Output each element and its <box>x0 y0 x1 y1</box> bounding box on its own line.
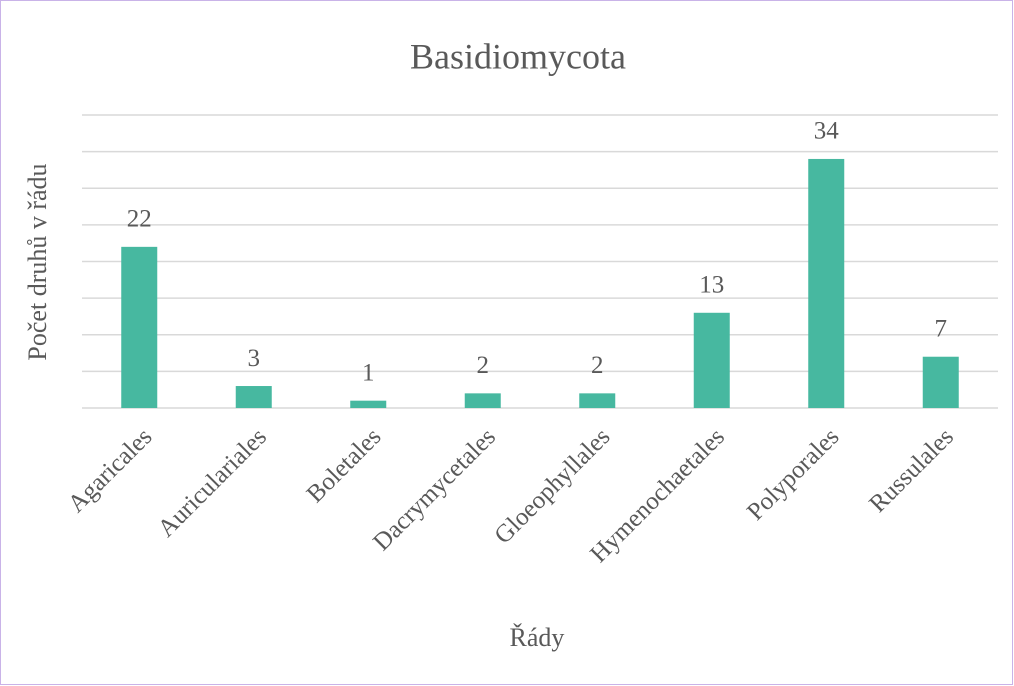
data-label: 2 <box>477 352 490 379</box>
data-label: 2 <box>591 352 604 379</box>
bar <box>121 246 158 408</box>
x-axis-label: Řády <box>510 623 565 652</box>
data-label: 7 <box>935 315 948 342</box>
bar <box>693 312 730 408</box>
y-axis-label: Počet druhů v řádu <box>23 163 52 360</box>
bar <box>922 356 959 408</box>
bar <box>235 386 272 408</box>
data-label: 1 <box>362 359 375 386</box>
data-label: 22 <box>127 206 152 233</box>
data-label: 13 <box>699 272 724 299</box>
bar <box>579 393 616 408</box>
data-label: 34 <box>814 118 840 145</box>
bar <box>350 400 387 408</box>
chart-title: Basidiomycota <box>410 36 626 76</box>
bar <box>464 393 501 408</box>
data-label: 3 <box>248 345 261 372</box>
bar <box>808 158 845 408</box>
